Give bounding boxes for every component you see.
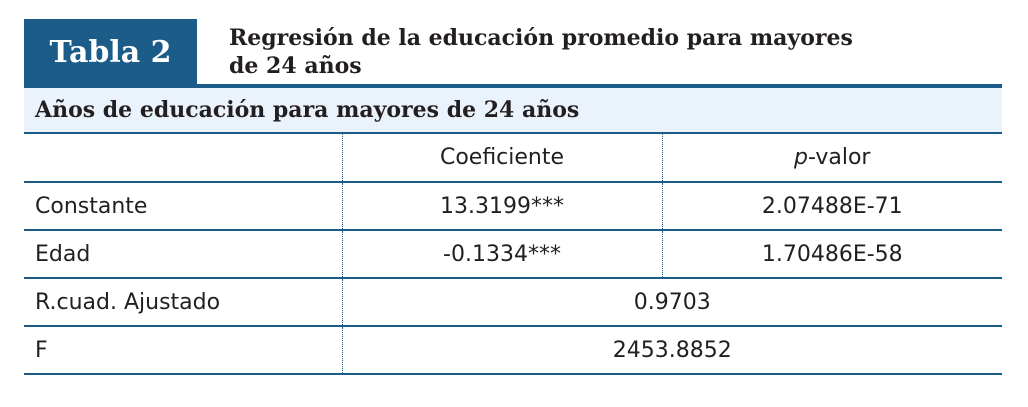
row-p-value: 2.07488E-71 bbox=[661, 182, 1002, 231]
row-label: Constante bbox=[24, 182, 342, 231]
summary-value: 0.9703 bbox=[341, 278, 1002, 327]
table-title: Regresión de la educación promedio para … bbox=[229, 24, 929, 80]
header-empty-cell bbox=[24, 134, 342, 183]
summary-value: 2453.8852 bbox=[341, 326, 1002, 375]
header-p-valor: p-valor bbox=[661, 134, 1002, 183]
header-coeficiente: Coeficiente bbox=[341, 134, 662, 183]
header-p-letter: p bbox=[794, 145, 808, 170]
section-header: Años de educación para mayores de 24 año… bbox=[24, 88, 1002, 134]
row-coefficient: -0.1334*** bbox=[341, 230, 662, 279]
table-title-line-2: de 24 años bbox=[229, 53, 362, 79]
summary-row: F 2453.8852 bbox=[24, 326, 1002, 375]
header-valor-text: -valor bbox=[808, 145, 871, 170]
row-p-value: 1.70486E-58 bbox=[661, 230, 1002, 279]
row-coefficient: 13.3199*** bbox=[341, 182, 662, 231]
summary-label: R.cuad. Ajustado bbox=[24, 278, 342, 327]
summary-label: F bbox=[24, 326, 342, 375]
table-row: Constante 13.3199*** 2.07488E-71 bbox=[24, 182, 1002, 231]
row-label: Edad bbox=[24, 230, 342, 279]
top-rule bbox=[24, 84, 1002, 88]
header-row: Coeficiente p-valor bbox=[24, 134, 1002, 183]
summary-row: R.cuad. Ajustado 0.9703 bbox=[24, 278, 1002, 327]
table-row: Edad -0.1334*** 1.70486E-58 bbox=[24, 230, 1002, 279]
table-number-badge: Tabla 2 bbox=[24, 19, 197, 85]
table-title-line-1: Regresión de la educación promedio para … bbox=[229, 25, 853, 51]
regression-table: Coeficiente p-valor Constante 13.3199***… bbox=[24, 134, 1002, 375]
